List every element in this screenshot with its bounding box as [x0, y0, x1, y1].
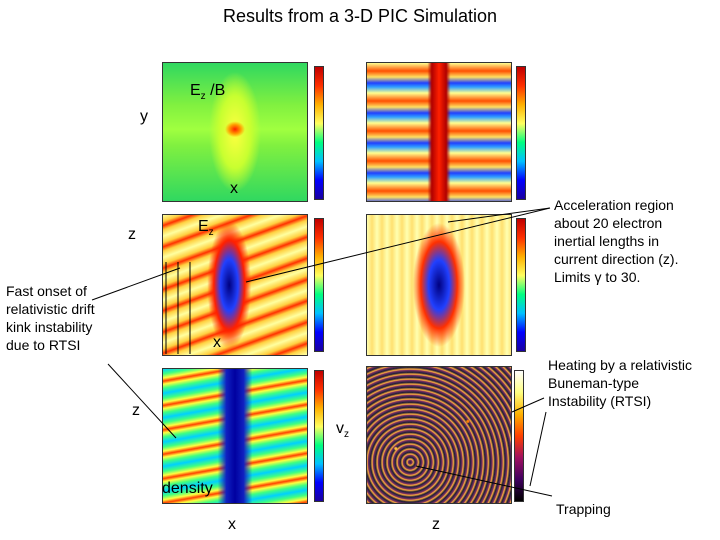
xy-plot-right [366, 62, 512, 202]
ez-colorbar [314, 218, 324, 352]
xz-plot-right [366, 214, 512, 356]
vz-label: vz [336, 420, 349, 441]
z-axis-label-bottom: z [132, 402, 140, 419]
x-axis-label-bottom: x [228, 516, 236, 533]
line-accel-right [447, 207, 551, 223]
ez-over-b-xy-plot [162, 62, 308, 202]
line-onset-bottom [107, 363, 177, 439]
heating-note: Heating by a relativistic Buneman-type I… [548, 357, 692, 409]
acceleration-region-note: Acceleration region about 20 electron in… [554, 197, 679, 285]
xz-plot-right-colorbar [516, 218, 526, 352]
line-trapping [415, 465, 553, 497]
ez-label: Ez [198, 218, 214, 239]
x-axis-label-top: x [230, 180, 238, 197]
ez-xz-plot [162, 214, 308, 356]
vz-colorbar [514, 370, 524, 502]
z-axis-label-bottom-right: z [432, 516, 440, 533]
ez-over-b-label: Ez /B [190, 82, 226, 103]
z-axis-label-mid: z [128, 226, 136, 243]
density-xz-plot [162, 368, 308, 504]
density-label: density [162, 480, 213, 497]
y-axis-label: y [140, 108, 148, 125]
vz-phase-space-plot [366, 366, 512, 504]
line-onset-top [91, 267, 181, 301]
density-colorbar [314, 370, 324, 502]
x-axis-label-mid: x [213, 334, 221, 351]
trapping-note: Trapping [556, 501, 611, 517]
line-heating [511, 397, 545, 413]
line-heating-2 [529, 411, 547, 487]
ez-over-b-colorbar [314, 66, 324, 200]
figure-title: Results from a 3-D PIC Simulation [222, 6, 498, 26]
fast-onset-note: Fast onset of relativistic drift kink in… [6, 283, 95, 353]
line-accel-left [245, 207, 551, 283]
xy-plot-right-colorbar [516, 66, 526, 200]
